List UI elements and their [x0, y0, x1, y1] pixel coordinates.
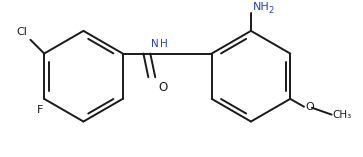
Text: O: O: [305, 102, 314, 112]
Text: H: H: [160, 39, 168, 49]
Text: NH: NH: [253, 2, 270, 12]
Text: CH₃: CH₃: [333, 110, 352, 120]
Text: O: O: [158, 81, 167, 94]
Text: F: F: [37, 105, 44, 115]
Text: 2: 2: [269, 6, 274, 15]
Text: Cl: Cl: [17, 27, 28, 37]
Text: N: N: [151, 39, 159, 49]
